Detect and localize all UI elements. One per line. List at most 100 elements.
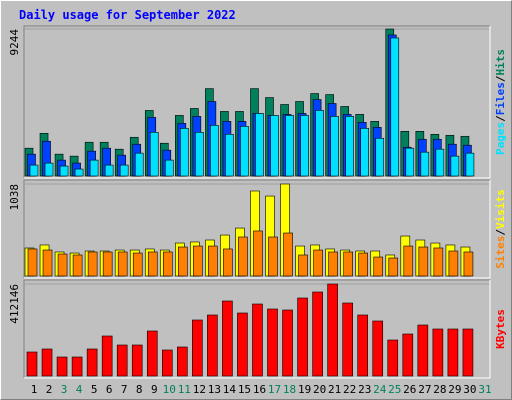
- bar: [208, 245, 218, 277]
- bar: [447, 328, 459, 377]
- bar: [56, 356, 68, 377]
- bar: [255, 113, 264, 177]
- x-tick-label: 29: [448, 383, 461, 396]
- x-tick-label: 28: [433, 383, 446, 396]
- bar: [328, 251, 338, 277]
- bar: [372, 320, 384, 377]
- bar: [146, 330, 158, 377]
- bar: [435, 148, 445, 177]
- bar: [59, 165, 69, 177]
- bar: [180, 128, 189, 177]
- bar: [117, 251, 128, 277]
- bar: [44, 162, 54, 177]
- bar: [71, 356, 83, 377]
- bar: [195, 132, 204, 177]
- bar: [193, 245, 203, 277]
- plot-border: [24, 180, 491, 279]
- x-tick-label: 30: [463, 383, 476, 396]
- plot-border: [24, 280, 491, 379]
- bar: [418, 246, 429, 277]
- bar: [300, 115, 309, 177]
- x-tick-label: 16: [253, 383, 266, 396]
- bar: [390, 37, 400, 177]
- legend-entry: Visits: [494, 189, 507, 229]
- bar: [268, 236, 278, 277]
- bar: [149, 132, 159, 177]
- bar: [298, 254, 308, 277]
- bar: [405, 147, 415, 177]
- x-tick-label: 19: [298, 383, 311, 396]
- x-tick-label: 31: [478, 383, 491, 396]
- bar: [285, 115, 294, 177]
- bar: [450, 155, 460, 177]
- bar: [161, 349, 173, 377]
- bar: [210, 125, 219, 177]
- bar: [26, 351, 38, 377]
- y-tick-label: 412146: [8, 284, 21, 324]
- x-tick-label: 27: [418, 383, 431, 396]
- bar: [29, 164, 39, 177]
- bar: [283, 232, 293, 277]
- legend-entry: KBytes: [494, 309, 507, 349]
- x-tick-label: 14: [223, 383, 237, 396]
- bar: [312, 291, 323, 377]
- x-tick-label: 26: [403, 383, 416, 396]
- bar: [465, 152, 475, 177]
- bar: [403, 245, 414, 277]
- plot-border: [23, 279, 490, 378]
- bar: [192, 319, 203, 377]
- bar: [132, 252, 143, 277]
- bar: [225, 133, 234, 177]
- bar: [253, 230, 263, 277]
- x-tick-label: 23: [358, 383, 371, 396]
- bar: [41, 348, 53, 377]
- x-tick-label: 20: [313, 383, 326, 396]
- bar: [238, 236, 248, 277]
- legend: Sites/Visits: [494, 189, 507, 269]
- x-tick-label: 6: [106, 383, 113, 396]
- x-tick-label: 12: [193, 383, 206, 396]
- bar: [57, 253, 68, 277]
- bar: [297, 297, 308, 377]
- x-tick-label: 13: [208, 383, 221, 396]
- chart-title: Daily usage for September 2022: [19, 8, 236, 22]
- bar: [101, 335, 113, 377]
- x-tick-label: 15: [238, 383, 251, 396]
- x-tick-label: 11: [178, 383, 191, 396]
- legend: Pages/Files/Hits: [494, 49, 507, 155]
- bar: [343, 251, 353, 277]
- x-tick-label: 8: [136, 383, 143, 396]
- bar: [42, 249, 53, 277]
- bar: [327, 283, 338, 377]
- x-tick-label: 4: [76, 383, 83, 396]
- legend-separator: /: [494, 229, 507, 236]
- x-tick-label: 7: [121, 383, 128, 396]
- bar: [162, 251, 173, 277]
- legend: KBytes: [494, 309, 507, 349]
- bar: [388, 257, 399, 277]
- bar: [134, 152, 144, 177]
- plot-border: [23, 179, 490, 278]
- bar: [89, 159, 99, 177]
- bar: [375, 137, 385, 177]
- bar: [282, 309, 293, 377]
- bar: [222, 300, 233, 377]
- bar: [373, 256, 384, 277]
- y-tick-label: 9244: [8, 29, 21, 56]
- plot-border: [24, 26, 491, 179]
- bar: [252, 303, 263, 377]
- bar: [463, 251, 474, 277]
- bar: [417, 324, 429, 377]
- x-tick-label: 1: [31, 383, 38, 396]
- bar: [267, 308, 278, 377]
- bar: [448, 250, 459, 277]
- bar: [119, 164, 129, 177]
- bar: [342, 302, 353, 377]
- bar: [432, 328, 444, 377]
- legend-entry: Hits: [494, 49, 507, 76]
- x-tick-label: 3: [61, 383, 68, 396]
- x-tick-label: 9: [151, 383, 158, 396]
- x-tick-label: 2: [46, 383, 53, 396]
